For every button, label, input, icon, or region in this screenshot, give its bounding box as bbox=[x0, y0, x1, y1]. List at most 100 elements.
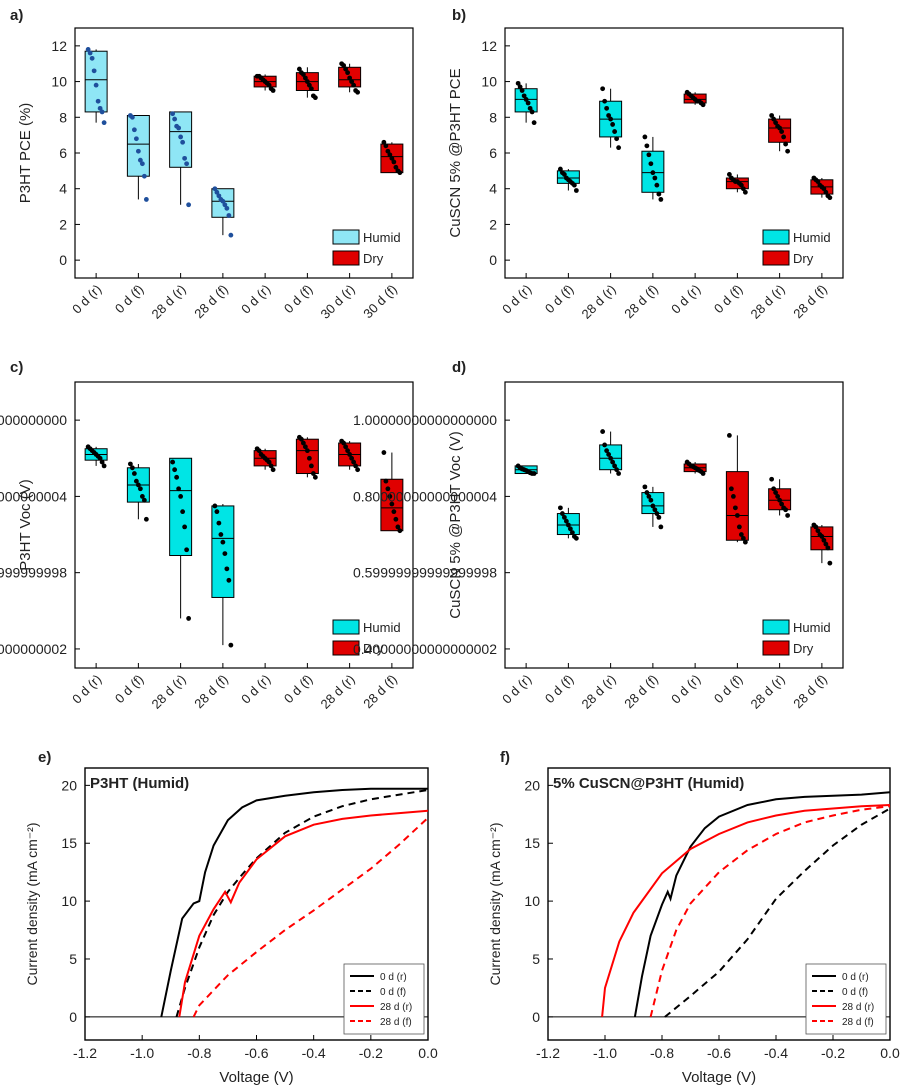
data-point bbox=[740, 186, 746, 192]
box-body bbox=[725, 471, 749, 541]
data-point bbox=[557, 166, 563, 172]
data-point bbox=[312, 474, 318, 480]
x-tick-label: 0 d (r) bbox=[668, 282, 703, 317]
y-axis-label: Current density (mA cm⁻²) bbox=[487, 823, 503, 986]
y-tick-label: 12 bbox=[481, 38, 497, 54]
data-point bbox=[616, 471, 622, 476]
x-tick-label: -0.6 bbox=[244, 1045, 268, 1061]
data-point bbox=[610, 459, 616, 465]
x-tick-label: -0.8 bbox=[650, 1045, 674, 1061]
data-point bbox=[381, 450, 387, 455]
series-line-1 bbox=[633, 791, 891, 1018]
data-point bbox=[827, 195, 833, 201]
data-point bbox=[391, 159, 397, 165]
box-5 bbox=[253, 446, 277, 473]
data-point bbox=[656, 514, 662, 520]
box-3 bbox=[599, 429, 623, 476]
data-point bbox=[270, 88, 276, 93]
series-line-3 bbox=[178, 809, 429, 1018]
legend-label-dry: Dry bbox=[793, 641, 814, 656]
data-point bbox=[769, 476, 775, 482]
box-body bbox=[295, 438, 319, 475]
data-point bbox=[131, 127, 137, 133]
data-point bbox=[268, 463, 274, 469]
data-point bbox=[531, 120, 537, 126]
legend-label-dry: Dry bbox=[363, 641, 384, 656]
data-point bbox=[827, 560, 833, 566]
x-tick-label: 28 d (f) bbox=[191, 672, 231, 712]
data-point bbox=[296, 66, 302, 72]
x-tick-label: -0.2 bbox=[359, 1045, 383, 1061]
data-point bbox=[184, 161, 190, 167]
x-tick-label: -1.0 bbox=[130, 1045, 154, 1061]
data-point bbox=[141, 173, 147, 179]
legend-label-1: 0 d (r) bbox=[380, 972, 407, 983]
data-point bbox=[608, 455, 614, 461]
data-point bbox=[228, 642, 234, 648]
data-point bbox=[381, 139, 387, 145]
data-point bbox=[393, 516, 399, 522]
box-2 bbox=[556, 166, 580, 193]
data-point bbox=[771, 116, 777, 122]
y-tick-label: 1.00000000000000000 bbox=[353, 412, 497, 428]
data-point bbox=[738, 532, 744, 537]
legend-label-humid: Humid bbox=[363, 620, 401, 635]
box-1 bbox=[84, 444, 108, 469]
legend-swatch-humid bbox=[332, 229, 360, 245]
data-point bbox=[266, 82, 272, 88]
data-point bbox=[310, 471, 316, 476]
plot-title: 5% CuSCN@P3HT (Humid) bbox=[553, 775, 744, 792]
y-tick-label: 2 bbox=[489, 216, 497, 232]
data-point bbox=[567, 526, 573, 532]
y-tick-label: 8 bbox=[59, 109, 67, 125]
data-point bbox=[180, 509, 186, 515]
y-tick-label: 0.80000000000000004 bbox=[353, 488, 497, 504]
box-3 bbox=[169, 457, 193, 621]
data-point bbox=[387, 494, 393, 499]
y-tick-label: 20 bbox=[524, 777, 540, 793]
data-point bbox=[131, 471, 137, 476]
box-7 bbox=[768, 113, 792, 154]
legend-label-humid: Humid bbox=[363, 230, 401, 245]
data-point bbox=[226, 213, 232, 218]
data-point bbox=[385, 486, 391, 492]
data-point bbox=[133, 136, 139, 142]
data-point bbox=[642, 484, 648, 490]
data-point bbox=[349, 79, 355, 84]
box-3 bbox=[599, 86, 623, 151]
legend-swatch-humid bbox=[332, 619, 360, 635]
data-point bbox=[771, 486, 777, 492]
box-4 bbox=[211, 503, 235, 648]
data-point bbox=[819, 534, 825, 539]
box-2 bbox=[556, 505, 580, 541]
data-point bbox=[186, 202, 192, 208]
data-point bbox=[216, 193, 222, 199]
legend-label-3: 28 d (r) bbox=[842, 1002, 874, 1013]
legend-swatch-humid bbox=[762, 229, 790, 245]
y-tick-label: 10 bbox=[524, 893, 540, 909]
data-point bbox=[266, 459, 272, 465]
data-point bbox=[85, 47, 91, 52]
data-point bbox=[525, 100, 531, 106]
y-tick-label: 2 bbox=[59, 216, 67, 232]
data-point bbox=[170, 459, 176, 465]
x-tick-label: 28 d (r) bbox=[149, 282, 189, 322]
data-point bbox=[529, 109, 535, 115]
x-tick-label: 28 d (f) bbox=[621, 282, 661, 322]
data-point bbox=[308, 86, 314, 92]
x-tick-label: -1.2 bbox=[73, 1045, 97, 1061]
data-point bbox=[139, 161, 145, 167]
legend-label-4: 28 d (f) bbox=[842, 1017, 874, 1028]
data-point bbox=[383, 478, 389, 484]
data-point bbox=[224, 566, 230, 572]
data-point bbox=[604, 448, 610, 454]
plot-title: P3HT (Humid) bbox=[90, 775, 189, 792]
legend-swatch-dry bbox=[332, 640, 360, 656]
data-point bbox=[783, 141, 789, 147]
data-point bbox=[736, 524, 742, 530]
panel-letter: a) bbox=[10, 7, 23, 24]
data-point bbox=[226, 577, 232, 583]
box-5 bbox=[253, 73, 277, 93]
